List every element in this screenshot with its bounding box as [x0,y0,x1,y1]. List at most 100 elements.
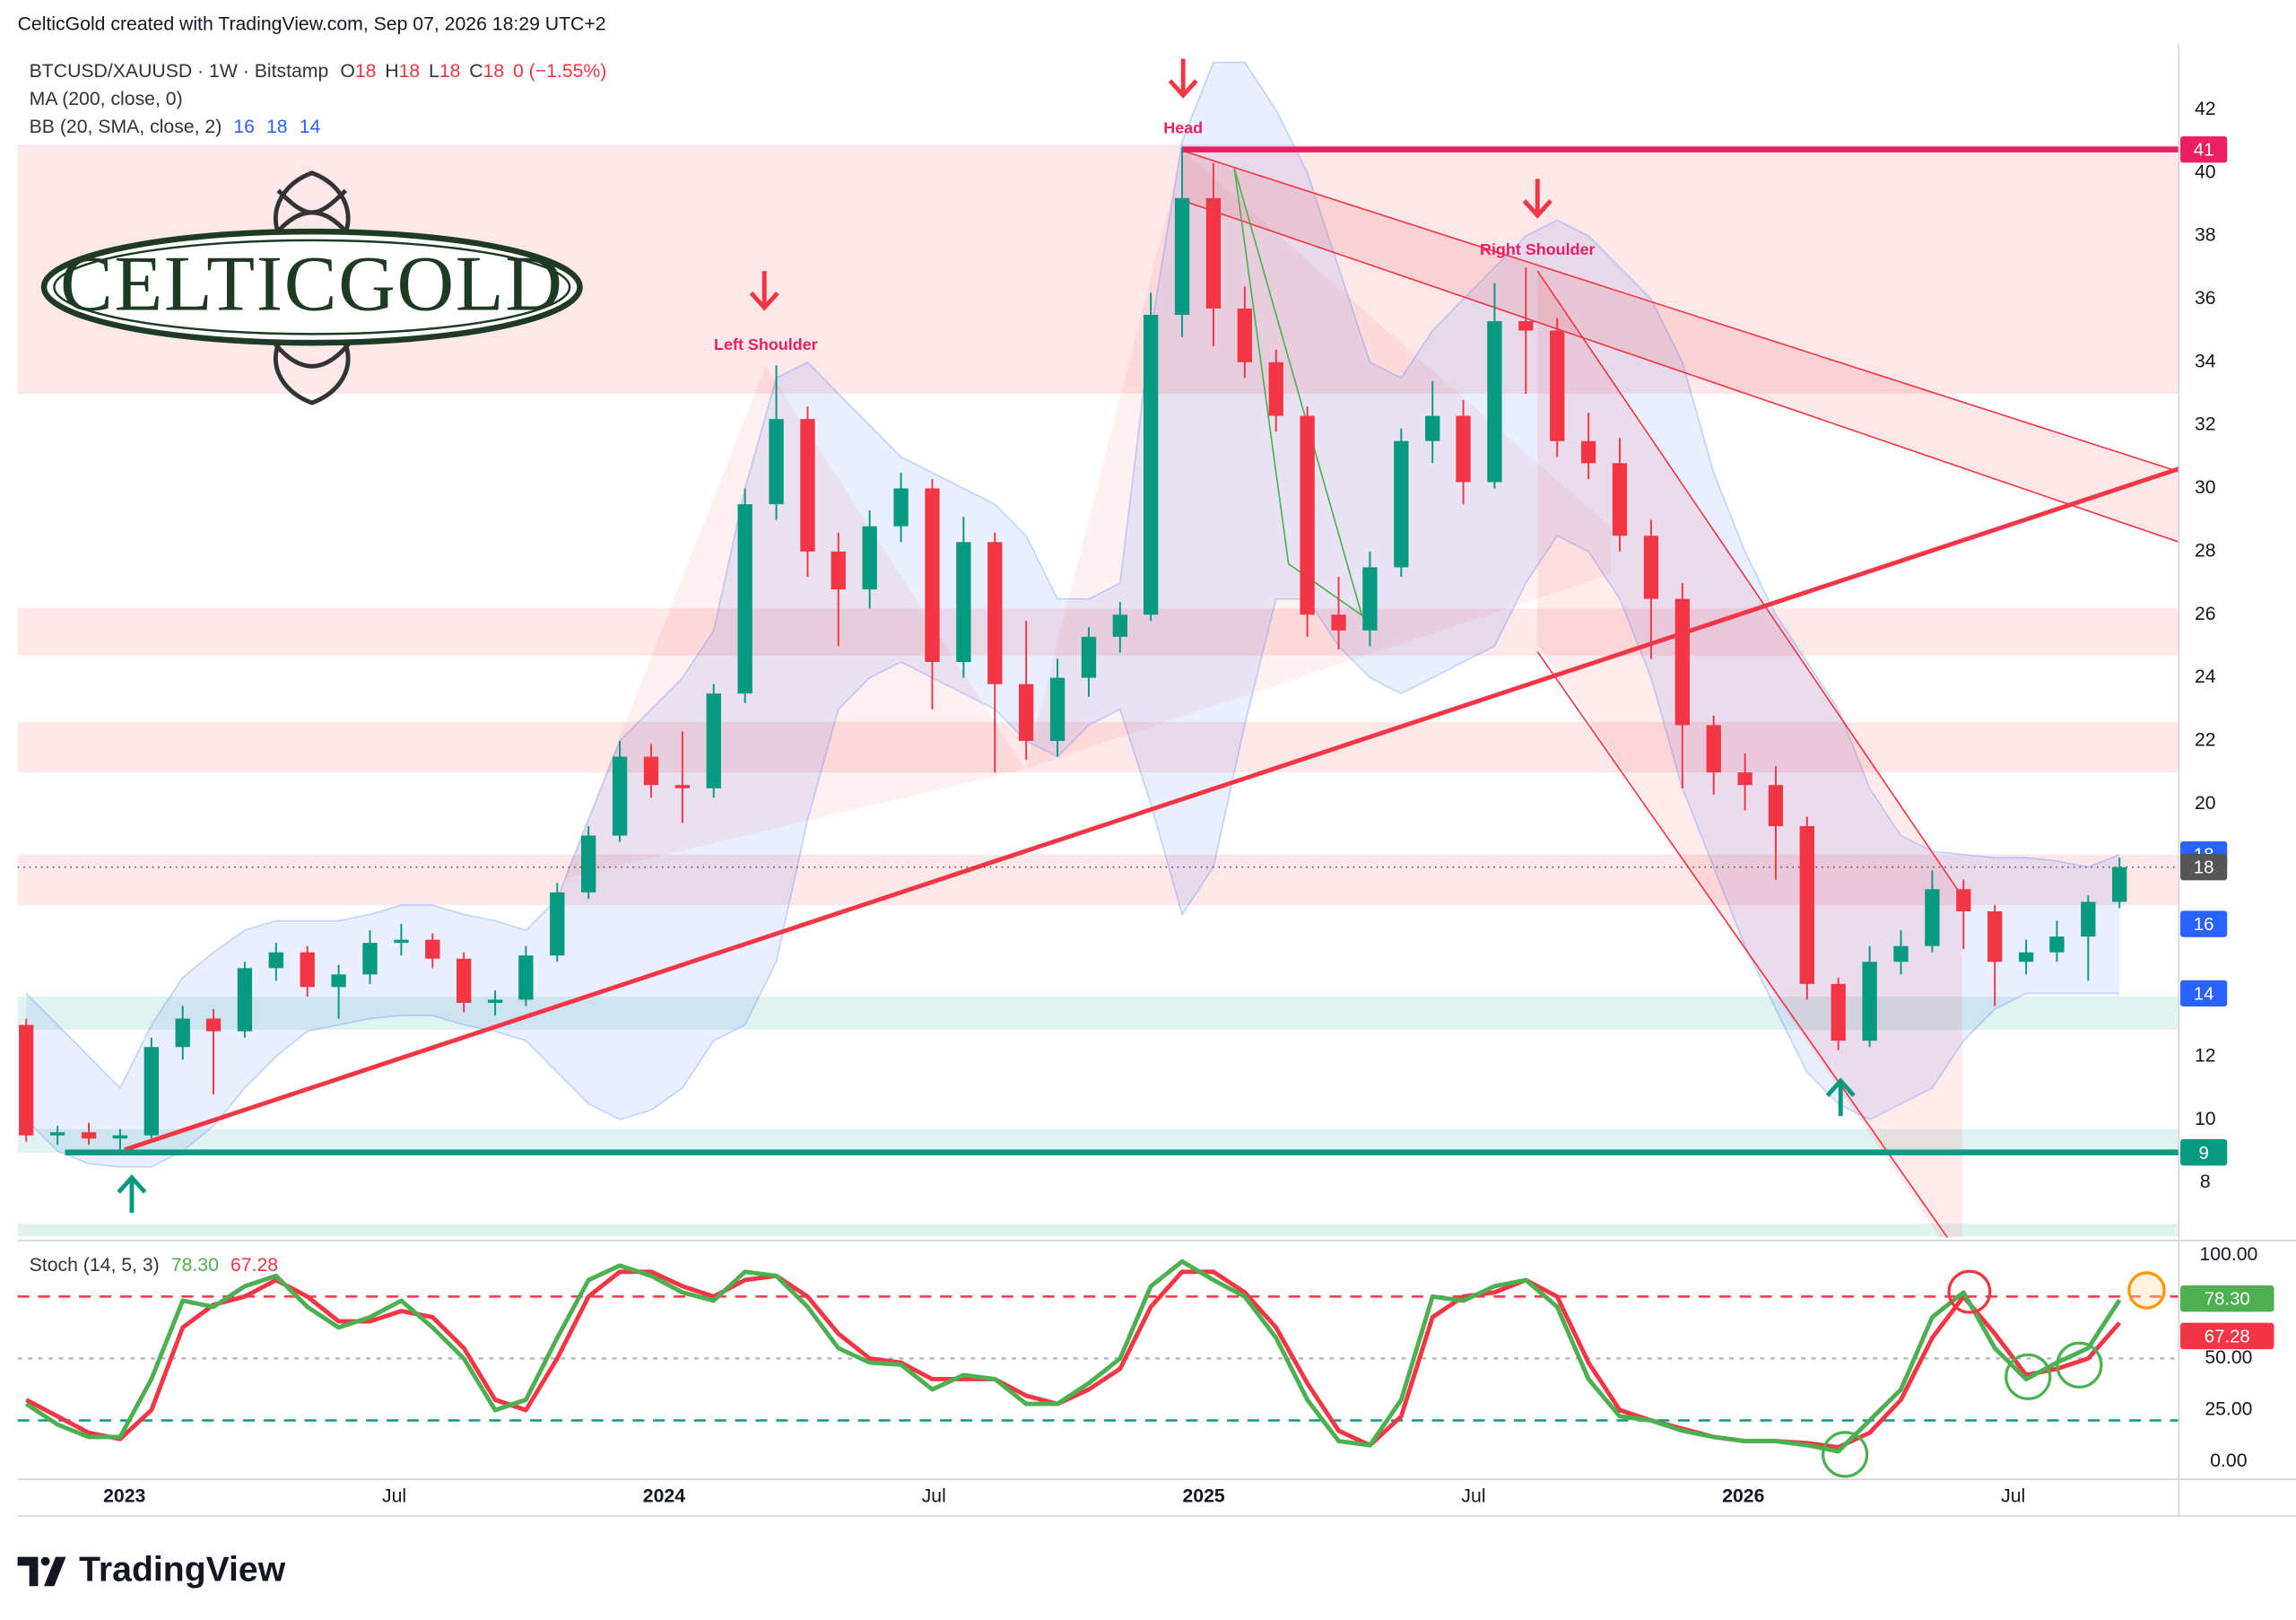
y-tick-label: 32 [2195,414,2216,435]
candle-body [1768,785,1784,826]
logo-text: CELTICGOLD [60,240,564,327]
candle-body [81,1132,97,1139]
candle-body [331,974,346,988]
candle-body [1456,415,1471,483]
candle-body [737,504,752,694]
x-tick-label: Jul [2001,1485,2025,1506]
footer-icon [17,1556,66,1587]
change: 0 (−1.55%) [513,61,606,82]
candle-body [1487,321,1502,483]
candle-body [1425,415,1440,441]
candle-body [1049,677,1065,741]
channel-line [1182,150,2179,473]
candle-body [769,419,784,505]
footer: TradingView [17,1550,286,1589]
candle-body [1893,945,1909,962]
candle-body [112,1135,128,1139]
drawings [124,150,2179,1238]
candle-body [893,488,909,527]
arrow-up [1825,1077,1856,1117]
candle-body [49,1132,65,1136]
candle-body [1019,684,1034,741]
candle-body [1550,330,1565,441]
stochastic [17,1259,2179,1454]
indicator-value: 14 [300,117,321,137]
price-label-box [2180,980,2228,1007]
arrow-up [117,1174,147,1213]
annotations: Head Left Shoulder Right Shoulder [117,58,1856,1213]
levels [17,146,2179,1156]
stoch-line [24,1259,2122,1454]
candle-body [1362,567,1378,631]
y-tick-label: 24 [2195,666,2216,687]
candle-body [987,542,1003,684]
price-label-box [2180,1139,2228,1166]
candle-body [1737,772,1752,786]
candle-body [831,551,846,590]
candle-body [643,756,659,786]
candle-body [862,526,877,590]
candle-body [1143,314,1159,615]
candle-body [268,952,283,969]
candle-body [175,1018,190,1048]
zone [17,608,2179,656]
candle-body [1580,440,1596,464]
x-tick-label: 2026 [1722,1485,1764,1506]
candle-body [1394,440,1409,568]
highlight-circle [1947,1269,1992,1314]
candle-body [394,939,409,944]
last-value-box [2180,1322,2274,1350]
y-tick-label: 20 [2195,793,2216,814]
stoch-title: Stoch (14, 5, 3) [30,1254,160,1275]
candle-body [706,693,721,788]
symbol: BTCUSD/XAUUSD · 1W · Bitstamp [30,61,329,82]
axis-labels: 8 10 12 14 16 18 20 22 24 26 28 30 32 34 36 38 40 42 2023 J… [103,99,2274,1506]
highlight-circle [1822,1431,1869,1478]
channel-fill [1537,271,1962,1238]
y-tick-label: 42 [2195,99,2216,119]
indicator-value: 16 [233,117,255,137]
ohlc-key: L [429,61,439,82]
highlight-circle [2127,1271,2166,1310]
x-tick-label: 2023 [103,1485,145,1506]
price-label-box [2180,853,2228,881]
candle-body [1706,725,1721,773]
candle-body [612,756,628,836]
candle-body [518,955,534,1000]
candle-body [1331,614,1346,631]
candle-body [205,1018,222,1032]
channel-fill [1183,151,2179,543]
candle-body [1268,361,1283,416]
triangle-drawing [1233,168,1363,617]
candle-body [2018,952,2034,962]
candle-body [300,952,315,988]
y-tick-label: 38 [2195,225,2216,246]
zone [17,721,2179,773]
annotation: Head [1163,119,1203,137]
zone [17,854,2179,905]
shoulder-shape [563,366,1025,879]
x-tick-label: Jul [382,1485,406,1506]
x-tick-label: 2024 [643,1485,685,1506]
y-tick-label: 10 [2195,1109,2216,1129]
candle-body [1205,197,1222,309]
candle-body [487,999,503,1003]
annotation: Right Shoulder [1480,240,1596,258]
zones [17,144,2179,1237]
indicator-legend: MA (200, close, 0) [30,89,183,109]
candle-body [362,943,378,975]
zone [17,996,2179,1030]
candle-body [674,785,691,788]
channel-line [1536,651,1949,1238]
candle-body [2081,901,2096,937]
footer-icon [40,1556,50,1566]
last-value-box [2180,1285,2274,1312]
x-tick-label: 2025 [1183,1485,1225,1506]
highlight-circle [2056,1341,2103,1389]
bollinger-lower [25,535,2120,1168]
candles [19,147,2127,1152]
price-label: 41 [2194,141,2214,161]
y-tick-label: 0.00 [2210,1450,2247,1471]
price-label: 14 [2194,984,2214,1004]
zone [17,1128,2179,1154]
